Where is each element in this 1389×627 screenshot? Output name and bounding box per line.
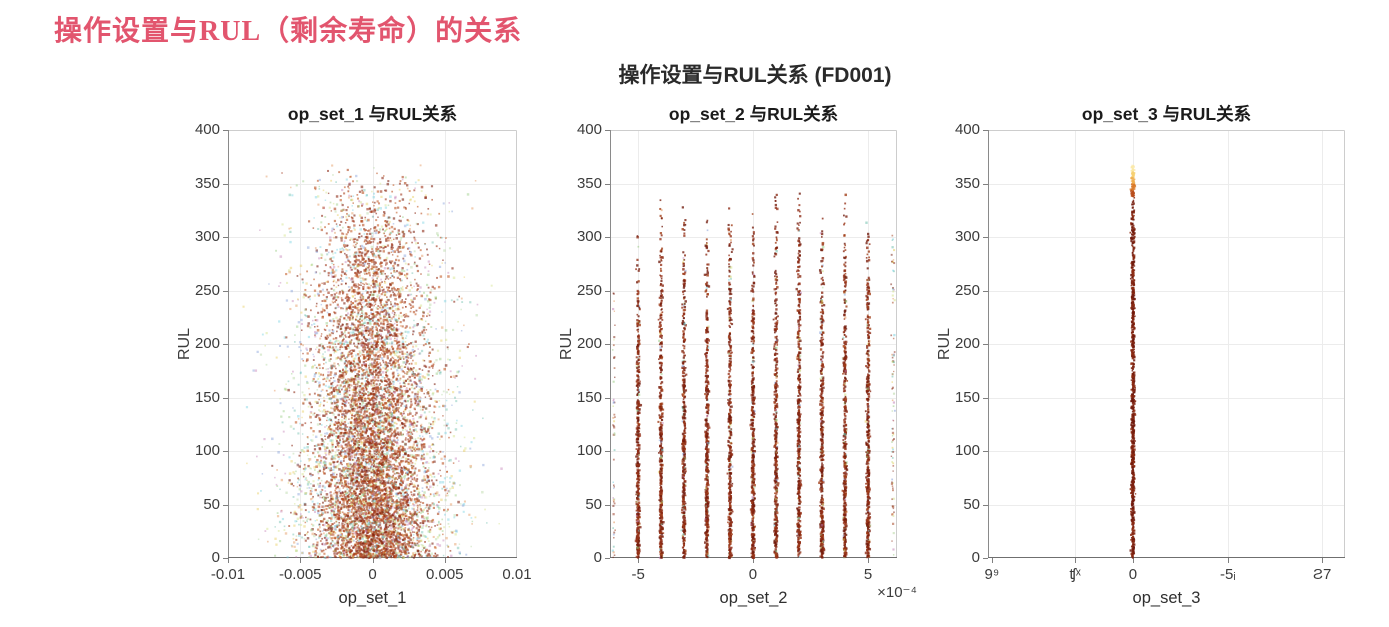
x-tick-label: ʧˣ <box>1069 566 1081 583</box>
y-tick-label: 200 <box>576 335 602 352</box>
y-tick-label: 0 <box>971 549 980 566</box>
y-tick-label: 50 <box>203 495 220 513</box>
x-tick-label: 0 <box>1128 566 1138 583</box>
x-tick-label: 0 <box>748 566 758 583</box>
x-axis-multiplier: ×10⁻⁴ <box>877 584 917 601</box>
scatter-canvas-op-set-2 <box>604 130 897 564</box>
subplot-op-set-2: op_set_2 与RUL关系 RUL op_set_2 ×10⁻⁴ -5 0 5 0… <box>558 104 917 607</box>
y-tick-label: 250 <box>576 281 602 299</box>
y-tick-label: 300 <box>576 228 602 245</box>
x-tick-label: 0 <box>368 566 377 583</box>
y-tick-label: 0 <box>593 549 602 566</box>
x-tick-label: -5ᵢ <box>1220 566 1236 583</box>
x-tick-label: 0.005 <box>425 566 464 583</box>
y-tick-label: 350 <box>954 174 980 192</box>
y-tick-label: 200 <box>954 335 980 352</box>
y-tick-label: 50 <box>963 495 980 513</box>
y-tick-label: 300 <box>194 228 220 245</box>
y-tick-label: 250 <box>954 281 980 299</box>
y-tick-label: 100 <box>954 442 980 459</box>
subplot-title: op_set_1 与RUL关系 <box>287 104 458 124</box>
x-tick-label: 9⁹ <box>984 566 1000 583</box>
x-tick-label: -0.01 <box>210 566 246 583</box>
y-tick-label: 400 <box>576 121 602 138</box>
figure-suptitle: 操作设置与RUL关系 (FD001) <box>618 64 892 87</box>
y-tick-label: 250 <box>194 281 220 299</box>
subplot-title: op_set_3 与RUL关系 <box>1081 104 1252 124</box>
y-tick-label: 350 <box>194 174 220 192</box>
y-tick-label: 150 <box>576 388 602 406</box>
y-tick-label: 100 <box>194 442 220 459</box>
scatter-canvas-op-set-1 <box>222 130 517 564</box>
x-axis-label: op_set_1 <box>338 589 407 607</box>
x-tick-label: -5 <box>631 566 645 583</box>
y-tick-label: 0 <box>211 549 220 566</box>
x-axis-label: op_set_2 <box>719 589 788 607</box>
y-tick-label: 400 <box>194 121 220 138</box>
x-tick-label: Ƨ7 <box>1312 566 1332 583</box>
y-tick-label: 100 <box>576 442 602 459</box>
x-tick-label: 0.01 <box>502 566 532 583</box>
y-tick-label: 50 <box>585 495 602 513</box>
y-tick-label: 400 <box>954 121 980 138</box>
x-tick-label: -0.005 <box>278 566 322 583</box>
y-tick-label: 150 <box>954 388 980 406</box>
subplot-title: op_set_2 与RUL关系 <box>668 104 839 124</box>
x-tick-label: 5 <box>863 566 873 583</box>
y-tick-label: 300 <box>954 228 980 245</box>
subplot-op-set-3: op_set_3 与RUL关系 RUL op_set_3 9⁹ ʧˣ 0 -5ᵢ Ƨ7 0… <box>936 104 1345 607</box>
x-axis-label: op_set_3 <box>1132 589 1201 607</box>
page-title: 操作设置与RUL（剩余寿命）的关系 <box>54 16 523 47</box>
scatter-canvas-op-set-3 <box>982 130 1345 564</box>
subplot-op-set-1: op_set_1 与RUL关系 RUL op_set_1 -0.01 -0.005… <box>176 104 532 607</box>
y-tick-label: 350 <box>576 174 602 192</box>
y-tick-label: 200 <box>194 335 220 352</box>
y-tick-label: 150 <box>194 388 220 406</box>
